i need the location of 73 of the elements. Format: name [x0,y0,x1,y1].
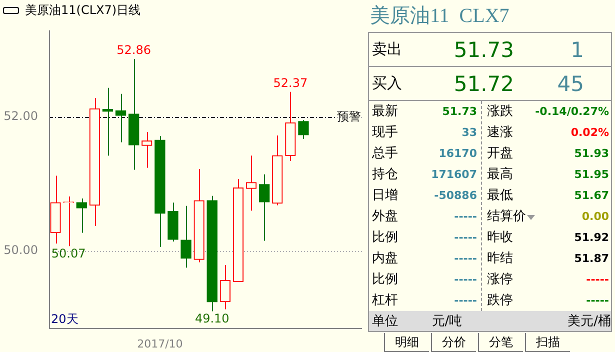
text: 昨收 [486,229,514,247]
y-tick-label: 50.00 [4,242,38,257]
annotation: 52.37 [273,76,308,90]
candlestick [102,87,114,156]
text: 分价 [431,333,476,352]
candlestick [258,174,270,242]
text: 买入 [371,74,403,93]
y-tick-label: 52.00 [4,108,38,123]
text: 涨跌 [486,103,514,121]
annotation: 50.07 [51,246,86,260]
text: 日增 [371,187,399,205]
text: 最高 [486,166,514,184]
text: 美元/桶 [566,313,611,330]
text: 51.95 [573,167,609,183]
text: 分笔 [478,333,523,352]
text: 内盘 [371,250,399,268]
text: 51.73 [441,104,477,120]
text: 0.00 [580,209,609,225]
text: 51.72 [452,72,514,96]
candlestick [246,155,257,212]
text: 51.73 [452,38,514,62]
x-tick-label: 2017/10 [137,337,183,350]
text: ----- [585,272,609,288]
annotation: 52.86 [116,43,152,58]
text: 结算价 [486,208,527,226]
text: 51.87 [573,251,609,267]
text: -0.14/0.27% [534,104,609,120]
text: 最低 [486,187,514,205]
ref-line-label: 预警 [337,110,361,124]
text: 美原油11 CLX7 [369,4,510,29]
candlestick [142,132,152,168]
annotation: 49.10 [194,311,230,326]
text: 总手 [371,145,399,163]
text: 1 [570,38,584,62]
text: 现手 [371,124,399,142]
text: 45 [556,72,584,96]
text: 外盘 [371,208,399,226]
text: 昨结 [486,250,514,268]
text: 51.93 [573,146,609,162]
text: -50886 [433,188,477,204]
candlestick [115,93,126,143]
text: ----- [453,251,477,267]
candlestick [298,120,309,140]
text: ----- [453,230,477,246]
text: 开盘 [486,145,514,163]
text: 51.67 [573,188,609,204]
text: 比例 [371,271,399,289]
text: 比例 [371,229,399,247]
text: ----- [453,293,477,309]
text: 涨停 [486,271,514,289]
text: 33 [460,125,477,141]
text: 速涨 [486,124,514,142]
text: 杠杆 [371,292,399,310]
text: 单位 [371,313,399,330]
chart-title: 美原油11(CLX7)日线 [24,2,141,18]
annotation: 20天 [51,312,78,326]
text: 跌停 [486,292,514,310]
text: 0.02% [570,125,609,141]
text: ----- [585,293,609,309]
candlestick [180,205,192,268]
text: 51.92 [573,230,609,246]
text: 扫描 [525,333,570,352]
text: 最新 [371,103,399,121]
text: 卖出 [371,40,403,59]
text: 持仓 [371,166,399,184]
text: 明细 [384,333,429,352]
text: 元/吨 [432,313,464,330]
text: 171607 [430,167,477,183]
text: ----- [453,272,477,288]
candlestick [76,198,87,234]
candlestick [220,264,231,310]
text: 16170 [438,146,477,162]
text: ----- [453,209,477,225]
